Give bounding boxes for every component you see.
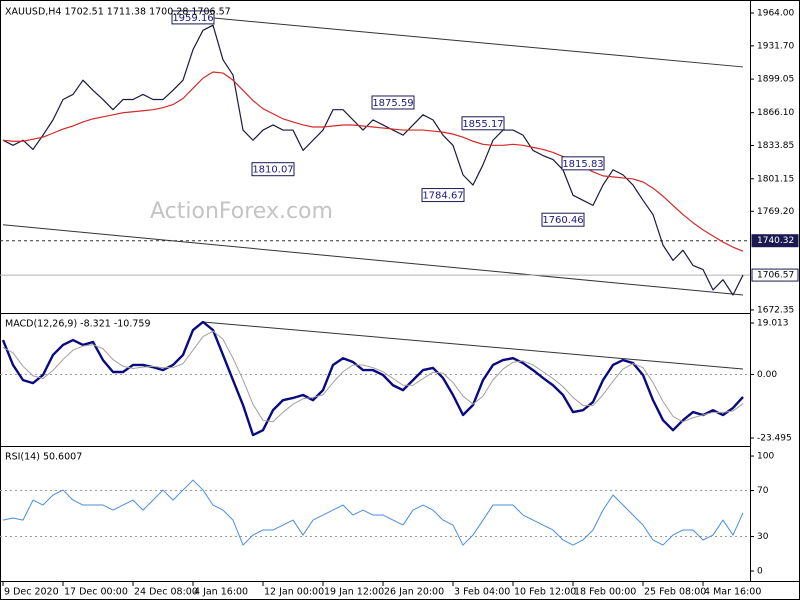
x-tick-label: 24 Dec 08:00 (134, 587, 198, 598)
y-tick-label: 70 (757, 486, 769, 496)
y-tick-label: 0 (757, 567, 763, 577)
annotation-box (171, 10, 215, 25)
y-tick-label: 1801.15 (757, 174, 794, 184)
y-tick-label: 100 (757, 452, 774, 462)
y-tick-label: 30 (757, 532, 769, 542)
trend-line (202, 321, 744, 370)
series-line (2, 71, 744, 252)
y-tick-label: 1769.20 (757, 207, 794, 217)
x-tick-label: 3 Feb 04:00 (454, 587, 510, 598)
panel-title: RSI(14) 50.6007 (5, 452, 82, 463)
x-tick-label: 18 Feb 00:00 (574, 587, 636, 598)
y-tick-label: 1866.10 (757, 108, 794, 118)
x-tick-label: 25 Feb 08:00 (644, 587, 706, 598)
trend-line (202, 16, 744, 68)
annotation-box (461, 116, 505, 131)
price-box (751, 234, 799, 248)
annotation-box (561, 156, 605, 171)
annotation-box (371, 95, 415, 110)
annotation-label: 1815.83 (562, 159, 603, 170)
x-tick-label: 10 Feb 12:00 (514, 587, 576, 598)
panel-title: MACD(12,26,9) -8.321 -10.759 (5, 319, 150, 330)
annotation-label: 1855.17 (462, 119, 503, 130)
y-tick-label: 1833.85 (757, 141, 794, 151)
y-tick-label: 1931.70 (757, 41, 794, 51)
y-tick-label: 1899.05 (757, 75, 794, 85)
series-line (2, 330, 744, 423)
price-box (751, 268, 799, 282)
y-tick-label: -23.495 (757, 434, 792, 444)
x-tick-label: 9 Dec 2020 (4, 587, 59, 598)
series-line (2, 479, 744, 546)
trend-line (2, 224, 744, 296)
panel-title: XAUUSD,H4 1702.51 1711.38 1700.28 1706.5… (5, 7, 231, 18)
y-tick-label: 0.00 (757, 370, 777, 380)
x-tick-label: 4 Jan 16:00 (194, 587, 248, 598)
x-tick-label: 26 Jan 20:00 (384, 587, 444, 598)
series-line (1, 320, 744, 437)
y-tick-label: 19.013 (757, 319, 789, 329)
annotation-label: 1760.46 (542, 215, 583, 226)
annotation-box (421, 188, 465, 203)
annotation-label: 1810.07 (252, 165, 293, 176)
annotation-box (251, 162, 295, 177)
x-tick-label: 12 Jan 00:00 (264, 587, 324, 598)
price-box-label: 1740.32 (757, 236, 794, 246)
y-tick-label: 1672.35 (757, 305, 794, 315)
series-line (2, 24, 744, 296)
x-tick-label: 4 Mar 16:00 (704, 587, 761, 598)
price-box-label: 1706.57 (757, 271, 794, 281)
x-tick-label: 19 Jan 12:00 (324, 587, 384, 598)
x-tick-label: 17 Dec 00:00 (64, 587, 128, 598)
annotation-label: 1875.59 (372, 98, 413, 109)
annotation-label: 1959.16 (172, 13, 213, 24)
annotation-box (541, 212, 585, 227)
annotation-label: 1784.67 (422, 191, 463, 202)
y-tick-label: 1964.00 (757, 8, 794, 18)
watermark: ActionForex.com (150, 199, 333, 224)
